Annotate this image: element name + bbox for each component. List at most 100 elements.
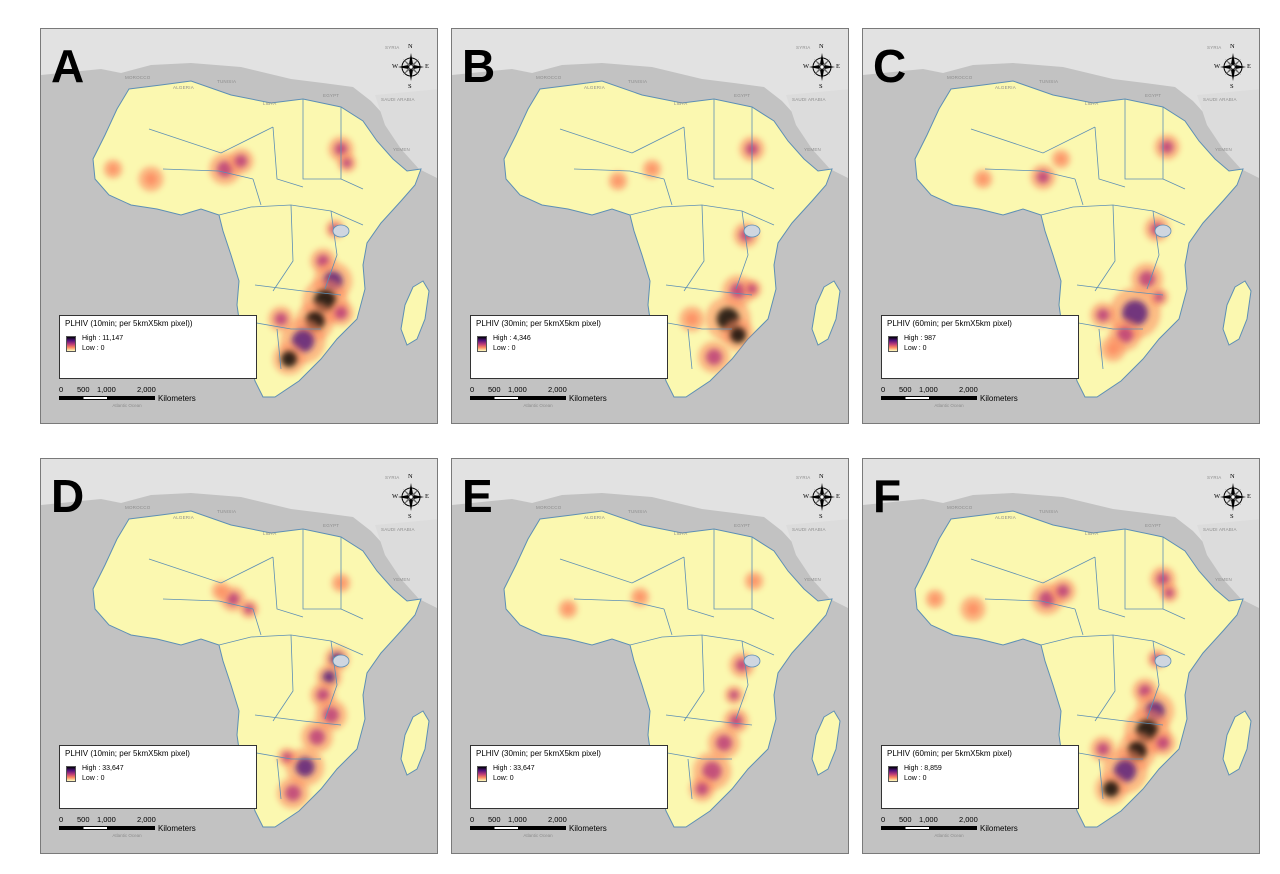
country-label: MOROCCO bbox=[947, 505, 973, 510]
scale-bar: 0 500 1,000 2,000 Kilometers bbox=[59, 385, 259, 407]
density-core bbox=[695, 782, 709, 796]
north-arrow-compass: N S W E bbox=[391, 43, 431, 91]
compass-north-label: N bbox=[1230, 43, 1235, 50]
ocean-label: Atlantic Ocean bbox=[934, 403, 964, 408]
country-border bbox=[713, 99, 752, 180]
africa-land bbox=[503, 510, 833, 828]
ocean-label: Atlantic Ocean bbox=[934, 833, 964, 838]
compass-east-label: E bbox=[425, 63, 429, 70]
compass-north-label: N bbox=[408, 43, 413, 50]
country-border bbox=[1094, 556, 1126, 618]
country-border bbox=[683, 204, 705, 292]
compass-south-label: S bbox=[408, 513, 412, 520]
density-core bbox=[1056, 154, 1066, 164]
country-border bbox=[1162, 107, 1186, 190]
country-label: EGYPT bbox=[734, 93, 751, 98]
country-label: SAUDI ARABIA bbox=[1203, 527, 1237, 532]
compass-west-label: W bbox=[803, 63, 810, 70]
non-africa-landmass bbox=[41, 459, 437, 579]
panel-letter: D bbox=[51, 470, 85, 522]
map-legend: PLHIV (10min; per 5kmX5km pixel) High : 3… bbox=[59, 745, 257, 809]
map-canvas bbox=[41, 459, 437, 828]
density-core bbox=[1056, 584, 1070, 598]
scale-tick-label: 1,000 bbox=[508, 815, 527, 824]
country-label: LIBYA bbox=[1085, 531, 1099, 536]
country-border bbox=[272, 556, 304, 618]
country-label: SAUDI ARABIA bbox=[381, 97, 415, 102]
density-core bbox=[334, 306, 348, 320]
country-border bbox=[751, 537, 775, 620]
country-label: TUNISIA bbox=[217, 79, 237, 84]
density-layer bbox=[973, 134, 1180, 362]
compass-west-label: W bbox=[392, 63, 399, 70]
country-border bbox=[751, 107, 775, 190]
country-border bbox=[559, 126, 685, 154]
density-core bbox=[647, 164, 657, 174]
madagascar-land bbox=[400, 710, 430, 776]
map-canvas bbox=[452, 29, 848, 398]
density-core bbox=[108, 164, 118, 174]
map-legend: PLHIV (60min; per 5kmX5km pixel) High : 9… bbox=[881, 315, 1079, 379]
lake-victoria bbox=[1154, 654, 1172, 668]
country-border bbox=[1094, 126, 1126, 188]
country-label: SAUDI ARABIA bbox=[792, 97, 826, 102]
africa-land bbox=[914, 80, 1244, 398]
density-core bbox=[234, 154, 248, 168]
madagascar-land bbox=[811, 280, 841, 346]
country-border bbox=[683, 556, 715, 618]
legend-low-value: Low: 0 bbox=[493, 775, 514, 782]
compass-rose-icon bbox=[809, 483, 835, 511]
country-label: EGYPT bbox=[323, 93, 340, 98]
arabian-peninsula bbox=[375, 89, 437, 178]
scale-tick-label: 0 bbox=[881, 815, 886, 824]
country-label: YEMEN bbox=[393, 147, 411, 152]
country-border bbox=[655, 320, 732, 330]
non-africa-landmass bbox=[863, 459, 1259, 579]
density-core bbox=[1156, 736, 1170, 750]
legend-title: PLHIV (10min; per 5kmX5km pixel) bbox=[65, 749, 190, 758]
legend-color-ramp bbox=[477, 766, 487, 782]
non-africa-landmass bbox=[452, 29, 848, 149]
scale-tick-label: 0 bbox=[59, 815, 64, 824]
north-arrow-compass: N S W E bbox=[802, 473, 842, 521]
country-label: SYRIA bbox=[385, 475, 400, 480]
country-label: LIBYA bbox=[674, 101, 688, 106]
scale-unit-label: Kilometers bbox=[158, 824, 196, 833]
scale-unit-label: Kilometers bbox=[569, 824, 607, 833]
density-core bbox=[966, 602, 980, 616]
scale-unit-label: Kilometers bbox=[158, 394, 196, 403]
compass-south-label: S bbox=[1230, 83, 1234, 90]
legend-color-ramp bbox=[888, 336, 898, 352]
legend-high-value: High : 8,859 bbox=[904, 765, 942, 772]
madagascar-land bbox=[1222, 710, 1252, 776]
country-border bbox=[148, 556, 274, 584]
scale-bar: 0 500 1,000 2,000 Kilometers bbox=[59, 815, 259, 837]
legend-high-value: High : 33,647 bbox=[493, 765, 535, 772]
density-core bbox=[1096, 742, 1110, 756]
legend-high-value: High : 33,647 bbox=[82, 765, 124, 772]
density-core bbox=[309, 729, 325, 745]
country-border bbox=[272, 634, 294, 722]
compass-rose-icon bbox=[1220, 53, 1246, 81]
density-core bbox=[1122, 300, 1148, 326]
scale-tick-label: 1,000 bbox=[919, 815, 938, 824]
legend-color-ramp bbox=[888, 766, 898, 782]
country-border bbox=[1098, 328, 1104, 370]
scale-bar-track bbox=[881, 396, 977, 400]
non-africa-landmass bbox=[452, 459, 848, 579]
non-africa-landmass bbox=[863, 29, 1259, 149]
legend-color-ramp bbox=[477, 336, 487, 352]
map-panel-e: TUNISIA MOROCCO ALGERIA LIBYA EGYPT SYRIA SAUD… bbox=[451, 458, 849, 854]
map-legend: PLHIV (10min; per 5kmX5km pixel)) High : … bbox=[59, 315, 257, 379]
density-core bbox=[749, 576, 759, 586]
map-panel-a: TUNISIA MOROCCO ALGERIA LIBYA EGYPT SYRIA SAUD… bbox=[40, 28, 438, 424]
country-label: SAUDI ARABIA bbox=[1203, 97, 1237, 102]
density-core bbox=[978, 174, 988, 184]
country-label: MOROCCO bbox=[947, 75, 973, 80]
country-border bbox=[1162, 537, 1186, 620]
country-label: EGYPT bbox=[1145, 93, 1162, 98]
country-label: MOROCCO bbox=[536, 75, 562, 80]
country-border bbox=[683, 634, 705, 722]
scale-tick-label: 500 bbox=[77, 385, 90, 394]
legend-low-value: Low : 0 bbox=[904, 345, 927, 352]
